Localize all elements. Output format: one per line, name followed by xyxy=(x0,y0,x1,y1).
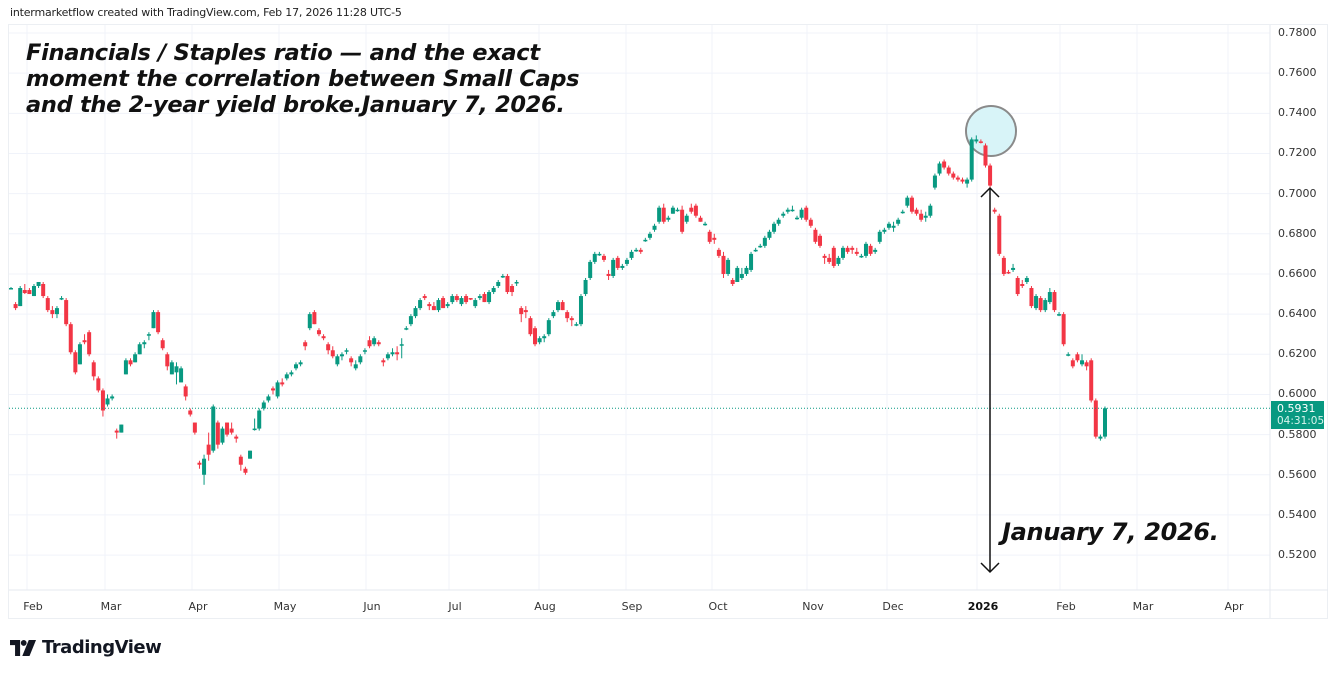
time-tick-label: Sep xyxy=(621,600,643,613)
time-tick-label: Mar xyxy=(1132,600,1154,613)
price-tick-label: 0.5800 xyxy=(1278,427,1317,441)
price-tick-label: 0.6600 xyxy=(1278,266,1317,280)
price-tick-label: 0.6000 xyxy=(1278,387,1317,401)
time-tick-label: Mar xyxy=(100,600,122,613)
price-tick-label: 0.5600 xyxy=(1278,467,1317,481)
candle-series xyxy=(9,135,1107,485)
price-tick-label: 0.7200 xyxy=(1278,146,1317,160)
bar-countdown: 04:31:05 xyxy=(1277,415,1325,427)
last-price-value: 0.5931 xyxy=(1277,402,1316,415)
attribution-text: intermarketflow created with TradingView… xyxy=(10,6,402,19)
tradingview-logo[interactable]: TradingView xyxy=(10,637,162,658)
time-tick-label: Feb xyxy=(1056,600,1076,613)
time-tick-label: Apr xyxy=(1224,600,1244,613)
date-annotation: January 7, 2026. xyxy=(1002,518,1219,546)
price-tick-label: 0.7600 xyxy=(1278,66,1317,80)
time-tick-label: Nov xyxy=(802,600,824,613)
chart-frame xyxy=(8,24,1328,619)
time-tick-label: 2026 xyxy=(967,600,999,613)
price-tick-label: 0.6200 xyxy=(1278,347,1317,361)
time-tick-label: Feb xyxy=(23,600,43,613)
chart-grid xyxy=(9,25,1328,618)
title-line-3: and the 2-year yield broke.January 7, 20… xyxy=(26,92,565,118)
time-tick-label: Oct xyxy=(708,600,728,613)
double-arrow-icon xyxy=(980,186,1000,574)
last-price-badge: 0.5931 04:31:05 xyxy=(1271,401,1324,429)
price-tick-label: 0.6800 xyxy=(1278,226,1317,240)
tradingview-logo-icon xyxy=(10,639,36,656)
time-tick-label: Jun xyxy=(363,600,381,613)
time-tick-label: Jul xyxy=(448,600,462,613)
title-line-2: moment the correlation between Small Cap… xyxy=(26,66,580,92)
time-tick-label: Dec xyxy=(882,600,904,613)
price-tick-label: 0.6400 xyxy=(1278,307,1317,321)
price-tick-label: 0.7400 xyxy=(1278,106,1317,120)
title-line-1: Financials / Staples ratio — and the exa… xyxy=(26,40,540,66)
logo-text: TradingView xyxy=(42,637,162,658)
price-tick-label: 0.5200 xyxy=(1278,548,1317,562)
highlight-circle xyxy=(965,105,1017,157)
chart-title: Financials / Staples ratio — and the exa… xyxy=(26,40,626,118)
time-tick-label: Aug xyxy=(534,600,556,613)
time-tick-label: Apr xyxy=(188,600,208,613)
time-tick-label: May xyxy=(273,600,297,613)
price-tick-label: 0.5400 xyxy=(1278,507,1317,521)
price-tick-label: 0.7000 xyxy=(1278,186,1317,200)
price-tick-label: 0.7800 xyxy=(1278,26,1317,39)
